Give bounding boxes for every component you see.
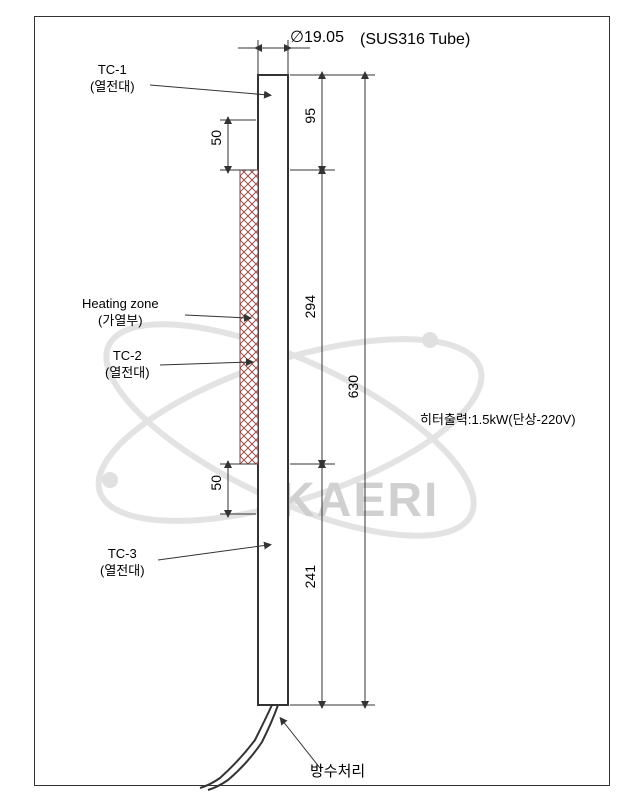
tc3-line1: TC-3	[108, 546, 137, 561]
dim-294: 294	[302, 295, 318, 318]
dim-95: 95	[302, 108, 318, 124]
dim-630: 630	[345, 375, 361, 398]
diameter-label: ∅19.05	[290, 28, 344, 49]
tc2-label: TC-2 (열전대)	[105, 348, 150, 382]
tc3-line2: (열전대)	[100, 563, 145, 578]
dim-241: 241	[302, 565, 318, 588]
dim-50-top: 50	[208, 130, 224, 146]
heater-spec: 히터출력:1.5kW(단상-220V)	[420, 412, 576, 429]
heating-line2: (가열부)	[98, 313, 143, 328]
waterproof-label: 방수처리	[310, 762, 365, 782]
material-label: (SUS316 Tube)	[360, 30, 470, 51]
tc2-line1: TC-2	[113, 348, 142, 363]
dim-50-bot: 50	[208, 475, 224, 491]
tc1-line2: (열전대)	[90, 79, 135, 94]
diameter-value: ∅19.05	[290, 29, 344, 46]
heating-line1: Heating zone	[82, 296, 159, 311]
tc1-line1: TC-1	[98, 62, 127, 77]
heating-zone-label: Heating zone (가열부)	[82, 296, 159, 330]
dimensions	[0, 0, 644, 805]
tc2-line2: (열전대)	[105, 365, 150, 380]
tc1-label: TC-1 (열전대)	[90, 62, 135, 96]
tc3-label: TC-3 (열전대)	[100, 546, 145, 580]
